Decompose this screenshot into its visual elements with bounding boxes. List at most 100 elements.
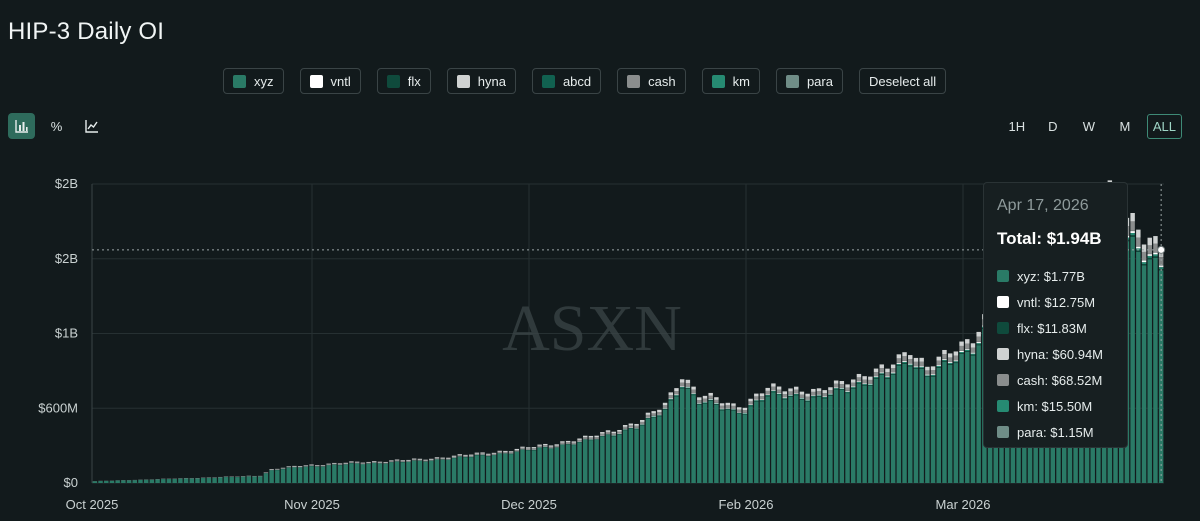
bar-segment-cash [976,336,981,342]
bar-segment-hyna [440,457,445,459]
legend-toggle-para[interactable]: para [775,68,843,94]
bar-segment-hyna [908,355,913,360]
bar-stack [908,355,913,483]
range-d[interactable]: D [1048,119,1058,134]
bar-segment-vntl [719,408,725,410]
bar-segment-xyz [520,449,525,483]
bar-stack [440,457,445,483]
bar-segment-xyz [634,429,639,483]
bar-stack [360,462,366,483]
bar-stack [520,446,525,483]
bar-segment-xyz [691,395,696,483]
percent-button[interactable]: % [43,113,70,139]
bar-segment-xyz [748,406,753,483]
bar-segment-xyz [417,460,423,483]
bar-stack [389,460,394,483]
bar-segment-hyna [617,429,622,432]
bar-segment-xyz [491,455,497,483]
bar-stack [372,461,377,483]
legend-toggle-hyna[interactable]: hyna [446,68,516,94]
bar-segment-xyz [651,417,656,483]
range-w[interactable]: W [1082,119,1095,134]
bar-segment-hyna [691,386,696,390]
bar-segment-xyz [965,351,970,483]
bar-segment-cash [463,455,468,457]
bar-segment-vntl [965,348,970,350]
bar-segment-cash [594,437,599,439]
bar-segment-km [708,399,713,401]
bar-segment-flx [1153,256,1158,258]
legend-toggle-xyz[interactable]: xyz [223,68,284,94]
bar-segment-xyz [617,434,622,483]
bar-stack [919,357,924,483]
bar-segment-xyz [662,409,668,483]
bar-segment-hyna [811,388,816,392]
bar-stack [246,475,252,483]
bar-segment-vntl [776,392,782,394]
bar-segment-xyz [736,413,742,483]
bar-segment-flx [970,354,976,356]
bar-chart-button[interactable] [8,113,35,139]
bar-segment-vntl [828,393,833,395]
legend-toggle-km[interactable]: km [701,68,760,94]
line-chart-button[interactable] [78,113,105,139]
bar-segment-hyna [719,403,725,406]
bar-segment-cash [736,409,742,413]
bar-segment-vntl [862,383,867,385]
range-m[interactable]: M [1119,119,1131,134]
bar-segment-xyz [446,459,451,483]
bar-segment-xyz [685,388,691,483]
bar-segment-km [845,391,850,393]
legend-label-hyna: hyna [477,73,506,89]
bar-segment-hyna [714,397,719,400]
bar-segment-cash [497,451,502,453]
bar-stack [126,480,132,483]
bar-segment-vntl [668,398,673,400]
bar-segment-cash [446,458,451,460]
bar-stack [708,392,713,483]
bar-segment-xyz [366,463,371,483]
bar-stack [451,455,457,483]
bar-stack [252,475,257,483]
bar-segment-hyna [828,387,833,391]
bar-segment-cash [354,462,360,464]
bar-segment-hyna [520,446,525,448]
bar-segment-hyna [583,435,588,438]
bar-segment-vntl [771,390,776,391]
x-tick-label: Mar 2026 [936,497,991,512]
bar-segment-xyz [514,451,520,483]
bar-stack [748,398,753,483]
bar-stack [1130,212,1135,483]
bar-segment-xyz [543,447,548,483]
range-1h[interactable]: 1H [1008,119,1026,134]
bar-stack [508,451,514,483]
legend-swatch-cash [627,74,641,88]
bar-segment-hyna [594,435,599,438]
bar-segment-km [685,387,691,389]
bar-stack [851,379,856,483]
legend-toggle-cash[interactable]: cash [617,68,686,94]
bar-stack [121,480,126,483]
bar-stack [109,480,115,483]
bar-segment-cash [679,382,685,387]
tooltip-swatch [997,400,1009,412]
bar-segment-xyz [674,396,679,483]
bar-segment-vntl [731,408,736,410]
bar-segment-hyna [685,379,691,384]
legend-toggle-flx[interactable]: flx [376,68,431,94]
legend-toggle-abcd[interactable]: abcd [531,68,602,94]
bar-stack [337,463,343,483]
bar-segment-xyz [275,470,280,483]
bar-segment-cash [816,391,822,395]
deselect-all-button[interactable]: Deselect all [858,68,947,94]
bar-stack [275,468,280,483]
bar-stack [195,478,200,483]
bar-segment-xyz [1158,270,1164,483]
bar-stack [674,388,679,483]
bar-stack [788,388,793,483]
bar-stack [930,366,936,483]
legend-toggle-vntl[interactable]: vntl [299,68,361,94]
bar-segment-xyz [1136,251,1141,483]
bar-segment-cash [605,431,611,434]
range-all[interactable]: ALL [1146,114,1182,139]
